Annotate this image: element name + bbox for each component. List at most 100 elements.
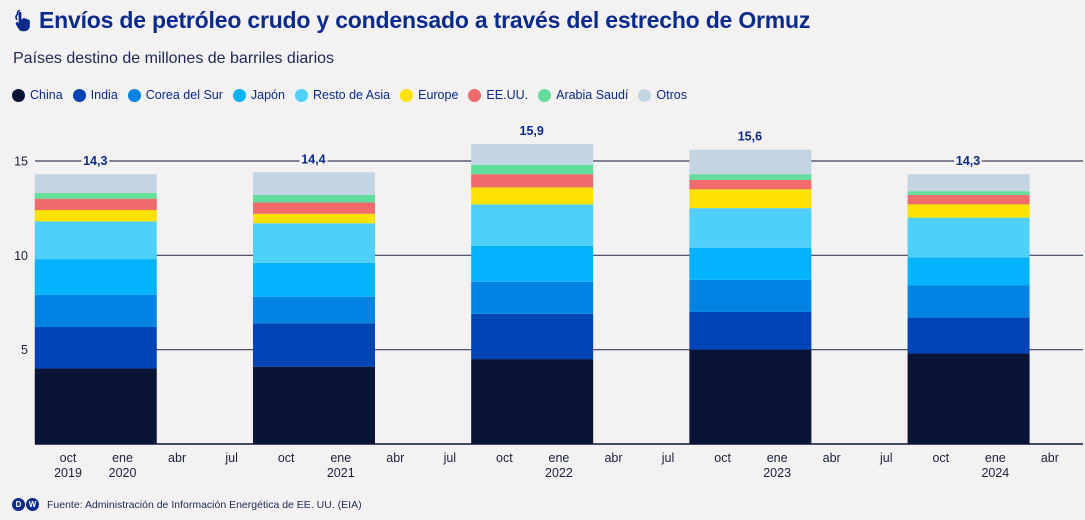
legend-label: Resto de Asia [312, 88, 391, 102]
source-note: Fuente: Administración de Información En… [47, 498, 362, 511]
legend-item: Arabia Saudí [538, 88, 628, 102]
legend-label: Japón [250, 88, 285, 102]
bar-segment [34, 221, 157, 260]
bar-segment [471, 174, 594, 188]
legend-label: Arabia Saudí [556, 88, 629, 102]
x-tick-label: abr [604, 451, 622, 465]
bar-segment [471, 245, 594, 282]
bar-segment [907, 257, 1030, 286]
legend-item: Europe [400, 88, 458, 102]
x-tick-label: abr [168, 451, 186, 465]
x-tick-year: 2024 [981, 466, 1009, 480]
bar-segment [689, 311, 812, 350]
bar-segment [34, 174, 157, 194]
x-tick-label: ene [767, 451, 788, 465]
x-tick-label: jul [661, 451, 675, 465]
legend-label: EE.UU. [486, 88, 529, 102]
total-label-bg [517, 124, 546, 139]
legend-item: Otros [638, 88, 687, 102]
x-tick-label: ene [549, 451, 570, 465]
chart-subtitle: Países destino de millones de barriles d… [13, 50, 335, 67]
bar-total-label: 14,3 [83, 154, 107, 168]
bar-segment [907, 204, 1030, 218]
legend-label: India [90, 88, 118, 102]
bar-segment [252, 366, 375, 444]
legend-label: Europe [418, 88, 459, 102]
y-tick-label: 10 [14, 249, 28, 263]
bar-segment [252, 223, 375, 263]
bar-segment [471, 204, 594, 246]
bar-segment [34, 368, 157, 444]
x-tick-label: ene [112, 451, 133, 465]
x-tick-year: 2022 [545, 466, 573, 480]
legend-item: Corea del Sur [127, 88, 223, 102]
bar-segment [689, 279, 812, 312]
bar-segment [471, 144, 594, 165]
bar-segment [907, 317, 1030, 354]
bar-segment [471, 281, 594, 314]
bar-segment [252, 202, 375, 214]
bar-segment [252, 213, 375, 224]
x-tick-label: oct [496, 451, 513, 465]
x-tick-label: oct [714, 451, 731, 465]
bar-segment [34, 294, 157, 328]
total-label-bg [81, 154, 110, 169]
x-tick-label: abr [386, 451, 404, 465]
x-tick-label: ene [330, 451, 351, 465]
total-label-bg [954, 154, 983, 169]
bar-segment [689, 174, 812, 180]
bar-segment [907, 353, 1030, 444]
touch-hand-icon [15, 9, 30, 31]
bar-segment [252, 194, 375, 203]
footer: D W Fuente: Administración de Informació… [12, 498, 362, 511]
bar-segment [34, 259, 157, 295]
legend-item: Resto de Asia [294, 88, 391, 102]
x-tick-year: 2021 [327, 466, 355, 480]
x-tick-label: ene [985, 451, 1006, 465]
y-tick-label: 5 [21, 343, 28, 357]
bar-segment [689, 149, 812, 175]
legend-swatch [294, 88, 308, 102]
x-tick-label: oct [60, 451, 77, 465]
bar-total-label: 15,9 [520, 124, 544, 138]
x-tick-label: jul [879, 451, 893, 465]
bar-segment [907, 194, 1030, 205]
bar-total-label: 14,4 [301, 152, 325, 166]
bar-segment [689, 349, 812, 444]
bar-segment [689, 179, 812, 190]
legend-item: China [12, 88, 63, 102]
bar-segment [252, 296, 375, 324]
legend-swatch [468, 88, 482, 102]
x-tick-year: 2020 [109, 466, 137, 480]
legend-item: India [72, 88, 118, 102]
bar-segment [252, 262, 375, 297]
legend-label: Otros [656, 88, 687, 102]
x-tick-label: oct [932, 451, 949, 465]
total-label-bg [735, 129, 764, 144]
title-row: Envíos de petróleo crudo y condensado a … [13, 7, 810, 34]
bar-segment [907, 191, 1030, 195]
bar-segment [34, 193, 157, 199]
legend-label: China [30, 88, 63, 102]
legend-item: EE.UU. [468, 88, 528, 102]
bar-total-label: 15,6 [738, 130, 762, 144]
total-label-bg [299, 152, 328, 167]
dw-logo-w: W [26, 498, 39, 511]
legend-swatch [638, 88, 652, 102]
bar-segment [34, 327, 157, 369]
x-tick-label: jul [224, 451, 238, 465]
bar-segment [907, 285, 1030, 318]
legend-swatch [127, 88, 141, 102]
bar-segment [689, 208, 812, 248]
legend-item: Japón [232, 88, 285, 102]
bar-total-label: 14,3 [956, 154, 980, 168]
bar-segment [471, 187, 594, 205]
legend-swatch [72, 88, 86, 102]
x-tick-year: 2023 [763, 466, 791, 480]
bar-segment [907, 174, 1030, 192]
bar-segment [689, 247, 812, 280]
bar-segment [252, 172, 375, 195]
legend-swatch [232, 88, 246, 102]
bar-segment [471, 313, 594, 360]
